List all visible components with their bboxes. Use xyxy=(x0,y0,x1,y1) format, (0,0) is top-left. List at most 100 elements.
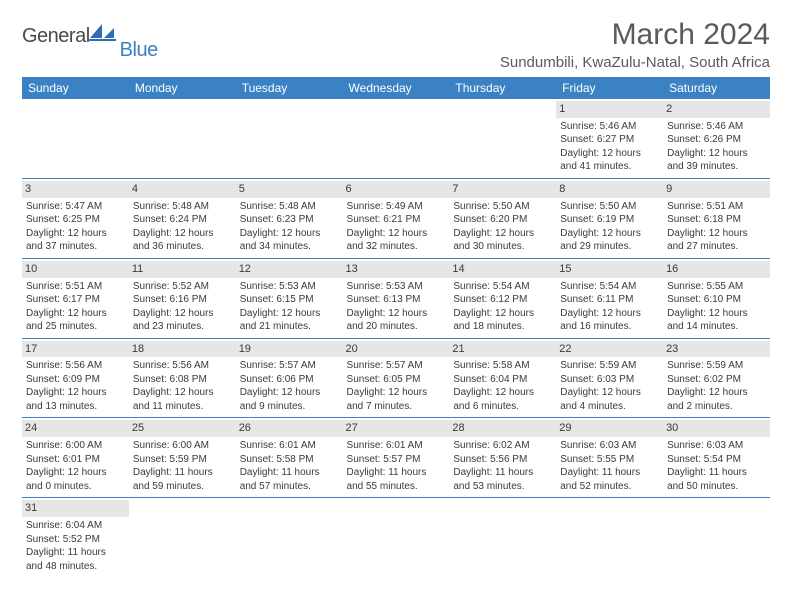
daylight-line-2: and 52 minutes. xyxy=(560,480,659,494)
day-number: 28 xyxy=(449,420,556,437)
calendar-row: 3Sunrise: 5:47 AMSunset: 6:25 PMDaylight… xyxy=(22,178,770,258)
calendar-cell xyxy=(22,99,129,178)
daylight-line-2: and 34 minutes. xyxy=(240,240,339,254)
daylight-line-2: and 20 minutes. xyxy=(347,320,446,334)
sunset-line: Sunset: 6:16 PM xyxy=(133,293,232,307)
sunset-line: Sunset: 6:12 PM xyxy=(453,293,552,307)
daylight-line-2: and 2 minutes. xyxy=(667,400,766,414)
day-number: 10 xyxy=(22,261,129,278)
daylight-line-2: and 53 minutes. xyxy=(453,480,552,494)
weekday-header-row: Sunday Monday Tuesday Wednesday Thursday… xyxy=(22,77,770,99)
calendar-cell xyxy=(449,99,556,178)
daylight-line-1: Daylight: 12 hours xyxy=(667,307,766,321)
daylight-line-1: Daylight: 11 hours xyxy=(560,466,659,480)
day-number: 21 xyxy=(449,341,556,358)
calendar-cell: 27Sunrise: 6:01 AMSunset: 5:57 PMDayligh… xyxy=(343,418,450,498)
calendar-cell: 1Sunrise: 5:46 AMSunset: 6:27 PMDaylight… xyxy=(556,99,663,178)
day-number: 7 xyxy=(449,181,556,198)
calendar-cell: 18Sunrise: 5:56 AMSunset: 6:08 PMDayligh… xyxy=(129,338,236,418)
calendar-cell: 9Sunrise: 5:51 AMSunset: 6:18 PMDaylight… xyxy=(663,178,770,258)
sunset-line: Sunset: 6:06 PM xyxy=(240,373,339,387)
sunrise-line: Sunrise: 6:01 AM xyxy=(240,439,339,453)
daylight-line-1: Daylight: 11 hours xyxy=(347,466,446,480)
calendar-cell: 2Sunrise: 5:46 AMSunset: 6:26 PMDaylight… xyxy=(663,99,770,178)
calendar-cell: 21Sunrise: 5:58 AMSunset: 6:04 PMDayligh… xyxy=(449,338,556,418)
sunrise-line: Sunrise: 5:46 AM xyxy=(667,120,766,134)
sunrise-line: Sunrise: 5:46 AM xyxy=(560,120,659,134)
calendar-cell: 29Sunrise: 6:03 AMSunset: 5:55 PMDayligh… xyxy=(556,418,663,498)
daylight-line-1: Daylight: 12 hours xyxy=(453,386,552,400)
daylight-line-1: Daylight: 11 hours xyxy=(26,546,125,560)
daylight-line-1: Daylight: 11 hours xyxy=(667,466,766,480)
sunrise-line: Sunrise: 5:54 AM xyxy=(453,280,552,294)
calendar-row: 24Sunrise: 6:00 AMSunset: 6:01 PMDayligh… xyxy=(22,418,770,498)
calendar-cell: 30Sunrise: 6:03 AMSunset: 5:54 PMDayligh… xyxy=(663,418,770,498)
day-number: 1 xyxy=(556,101,663,118)
day-number: 17 xyxy=(22,341,129,358)
sunrise-line: Sunrise: 5:54 AM xyxy=(560,280,659,294)
sunrise-line: Sunrise: 5:57 AM xyxy=(240,359,339,373)
daylight-line-2: and 13 minutes. xyxy=(26,400,125,414)
day-number: 6 xyxy=(343,181,450,198)
calendar-cell: 14Sunrise: 5:54 AMSunset: 6:12 PMDayligh… xyxy=(449,258,556,338)
day-number: 8 xyxy=(556,181,663,198)
logo-text-dark: General xyxy=(22,25,90,48)
calendar-cell: 5Sunrise: 5:48 AMSunset: 6:23 PMDaylight… xyxy=(236,178,343,258)
daylight-line-2: and 27 minutes. xyxy=(667,240,766,254)
sunrise-line: Sunrise: 6:04 AM xyxy=(26,519,125,533)
calendar-cell: 26Sunrise: 6:01 AMSunset: 5:58 PMDayligh… xyxy=(236,418,343,498)
daylight-line-1: Daylight: 12 hours xyxy=(347,386,446,400)
weekday-header: Tuesday xyxy=(236,77,343,99)
calendar-cell xyxy=(343,99,450,178)
daylight-line-2: and 59 minutes. xyxy=(133,480,232,494)
sunrise-line: Sunrise: 5:55 AM xyxy=(667,280,766,294)
daylight-line-1: Daylight: 12 hours xyxy=(667,147,766,161)
daylight-line-2: and 30 minutes. xyxy=(453,240,552,254)
sunrise-line: Sunrise: 5:59 AM xyxy=(667,359,766,373)
calendar-cell: 11Sunrise: 5:52 AMSunset: 6:16 PMDayligh… xyxy=(129,258,236,338)
daylight-line-1: Daylight: 12 hours xyxy=(347,227,446,241)
daylight-line-1: Daylight: 12 hours xyxy=(26,307,125,321)
sunset-line: Sunset: 6:25 PM xyxy=(26,213,125,227)
sunrise-line: Sunrise: 6:01 AM xyxy=(347,439,446,453)
day-number: 22 xyxy=(556,341,663,358)
day-number: 24 xyxy=(22,420,129,437)
day-number: 13 xyxy=(343,261,450,278)
sunrise-line: Sunrise: 5:59 AM xyxy=(560,359,659,373)
daylight-line-1: Daylight: 12 hours xyxy=(26,386,125,400)
calendar-cell xyxy=(556,498,663,577)
daylight-line-1: Daylight: 11 hours xyxy=(453,466,552,480)
sunset-line: Sunset: 6:27 PM xyxy=(560,133,659,147)
calendar-cell: 23Sunrise: 5:59 AMSunset: 6:02 PMDayligh… xyxy=(663,338,770,418)
sunset-line: Sunset: 6:19 PM xyxy=(560,213,659,227)
sunrise-line: Sunrise: 5:48 AM xyxy=(133,200,232,214)
month-title: March 2024 xyxy=(500,18,770,52)
calendar-cell: 15Sunrise: 5:54 AMSunset: 6:11 PMDayligh… xyxy=(556,258,663,338)
sunrise-line: Sunrise: 5:52 AM xyxy=(133,280,232,294)
logo: General Blue xyxy=(22,24,160,49)
daylight-line-1: Daylight: 12 hours xyxy=(26,227,125,241)
calendar-cell xyxy=(236,99,343,178)
calendar-body: 1Sunrise: 5:46 AMSunset: 6:27 PMDaylight… xyxy=(22,99,770,577)
calendar-cell xyxy=(449,498,556,577)
day-number: 27 xyxy=(343,420,450,437)
sunset-line: Sunset: 5:54 PM xyxy=(667,453,766,467)
daylight-line-2: and 18 minutes. xyxy=(453,320,552,334)
daylight-line-1: Daylight: 12 hours xyxy=(667,386,766,400)
sunrise-line: Sunrise: 5:51 AM xyxy=(667,200,766,214)
daylight-line-1: Daylight: 12 hours xyxy=(453,227,552,241)
daylight-line-2: and 4 minutes. xyxy=(560,400,659,414)
daylight-line-2: and 0 minutes. xyxy=(26,480,125,494)
sunset-line: Sunset: 6:04 PM xyxy=(453,373,552,387)
calendar-cell: 7Sunrise: 5:50 AMSunset: 6:20 PMDaylight… xyxy=(449,178,556,258)
weekday-header: Thursday xyxy=(449,77,556,99)
daylight-line-2: and 41 minutes. xyxy=(560,160,659,174)
sunset-line: Sunset: 6:11 PM xyxy=(560,293,659,307)
daylight-line-1: Daylight: 12 hours xyxy=(240,307,339,321)
daylight-line-2: and 21 minutes. xyxy=(240,320,339,334)
weekday-header: Saturday xyxy=(663,77,770,99)
day-number: 5 xyxy=(236,181,343,198)
sunrise-line: Sunrise: 6:02 AM xyxy=(453,439,552,453)
day-number: 31 xyxy=(22,500,129,517)
daylight-line-1: Daylight: 12 hours xyxy=(560,227,659,241)
